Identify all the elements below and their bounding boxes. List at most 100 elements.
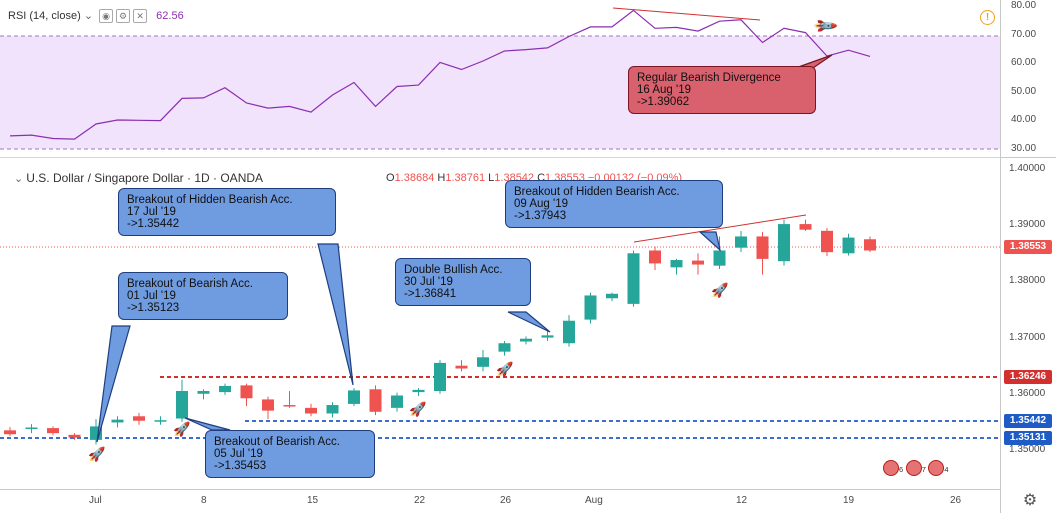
- symbol-title: U.S. Dollar / Singapore Dollar · 1D · OA…: [26, 171, 264, 185]
- rsi-tick: 70.00: [1011, 29, 1037, 40]
- candle-body: [434, 362, 446, 391]
- price-tick: 1.38000: [1009, 275, 1046, 286]
- rsi-label: RSI (14, close): [8, 10, 81, 22]
- chevron-down-icon[interactable]: ⌄: [83, 10, 94, 22]
- candle-body: [90, 426, 102, 440]
- date-label: 12: [736, 495, 748, 506]
- candle-body: [283, 405, 296, 407]
- collapse-icon[interactable]: ⌄: [14, 173, 24, 185]
- date-label: 26: [950, 495, 962, 506]
- candle-body: [455, 365, 468, 369]
- rsi-tick: 30.00: [1011, 143, 1037, 154]
- price-legend: ⌄ U.S. Dollar / Singapore Dollar · 1D · …: [14, 171, 263, 185]
- rocket-icon: 🚀: [88, 446, 106, 462]
- candle-body: [219, 385, 231, 393]
- rocket-icon: 🚀: [409, 401, 427, 417]
- price-tick: 1.35000: [1009, 444, 1046, 455]
- price-tick: 1.39000: [1009, 219, 1046, 230]
- candles-group: [4, 219, 876, 445]
- candle-body: [649, 250, 661, 264]
- ohlc-high: 1.38761: [445, 172, 486, 184]
- candle-body: [864, 239, 876, 251]
- candle-body: [412, 389, 425, 393]
- date-label: Aug: [585, 495, 603, 506]
- ohlc-open: 1.38684: [394, 172, 435, 184]
- candle-body: [133, 416, 145, 421]
- eye-icon[interactable]: ◉: [99, 9, 114, 24]
- badge-count: 6: [899, 465, 904, 474]
- rsi-legend: RSI (14, close) ⌄ ◉ ⚙ ✕ 62.56: [8, 9, 184, 24]
- price-tick: 1.37000: [1009, 332, 1046, 343]
- callout-bearish-05jul[interactable]: Breakout of Bearish Acc. 05 Jul '19 ->1.…: [205, 430, 375, 478]
- price-pane: ⌄ U.S. Dollar / Singapore Dollar · 1D · …: [0, 158, 1000, 489]
- date-label: 15: [307, 495, 319, 506]
- rsi-line: [9, 9, 871, 140]
- candle-body: [692, 260, 704, 265]
- rsi-tick: 50.00: [1011, 86, 1037, 97]
- candle-body: [369, 389, 382, 412]
- current-price-tag: 1.38553: [1004, 240, 1052, 254]
- candle-body: [111, 419, 124, 423]
- level-blue-tag-2: 1.35131: [1004, 431, 1052, 445]
- candle-body: [756, 236, 769, 259]
- candle-body: [240, 385, 253, 399]
- candle-body: [305, 407, 317, 414]
- rsi-pane: RSI (14, close) ⌄ ◉ ⚙ ✕ 62.56 ! 🚀: [0, 0, 1000, 157]
- candle-body: [326, 405, 339, 414]
- rsi-value: 62.56: [156, 10, 184, 22]
- pane-divider[interactable]: [0, 157, 1000, 158]
- price-tick: 1.40000: [1009, 163, 1046, 174]
- date-label: 8: [201, 495, 207, 506]
- candle-body: [563, 320, 575, 344]
- candle-body: [348, 390, 360, 404]
- date-label: Jul: [89, 495, 102, 506]
- date-label: 22: [414, 495, 426, 506]
- candle-body: [606, 293, 618, 299]
- candle-body: [821, 230, 833, 253]
- rocket-icon: 🚀: [496, 361, 514, 377]
- callout-regular-bearish-divergence[interactable]: Regular Bearish Divergence 16 Aug '19 ->…: [628, 66, 816, 114]
- rsi-divergence-line: [612, 7, 761, 21]
- candle-body: [391, 395, 403, 408]
- candle-body: [799, 224, 812, 230]
- rsi-tick: 60.00: [1011, 57, 1037, 68]
- candle-body: [154, 420, 167, 422]
- callout-hidden-bearish-17jul[interactable]: Breakout of Hidden Bearish Acc. 17 Jul '…: [118, 188, 336, 236]
- settings-icon[interactable]: ⚙: [1022, 492, 1038, 509]
- callout-hidden-bearish-09aug[interactable]: Breakout of Hidden Bearish Acc. 09 Aug '…: [505, 180, 723, 228]
- price-tick: 1.36000: [1009, 388, 1046, 399]
- trendline: [633, 214, 807, 243]
- rocket-icon: 🚀: [711, 282, 729, 298]
- rsi-tick: 80.00: [1011, 0, 1037, 11]
- event-badges[interactable]: 6 7 4: [883, 460, 949, 478]
- level-red-tag: 1.36246: [1004, 370, 1052, 384]
- candle-body: [584, 295, 597, 320]
- candle-body: [68, 434, 81, 438]
- rsi-tick: 40.00: [1011, 114, 1037, 125]
- callout-bearish-01jul[interactable]: Breakout of Bearish Acc. 01 Jul '19 ->1.…: [118, 272, 288, 320]
- price-chart: [0, 214, 1000, 445]
- candle-body: [197, 390, 210, 394]
- callout-double-bullish-30jul[interactable]: Double Bullish Acc. 30 Jul '19 ->1.36841: [395, 258, 531, 306]
- candle-body: [25, 427, 38, 430]
- rocket-icon: 🚀: [173, 421, 191, 437]
- candle-body: [520, 338, 532, 342]
- candle-body: [498, 343, 511, 352]
- candle-body: [541, 335, 554, 338]
- settings-icon[interactable]: ⚙: [116, 9, 131, 24]
- rsi-chart: [0, 7, 1000, 150]
- badge-count: 7: [921, 465, 926, 474]
- warning-icon[interactable]: !: [980, 10, 995, 25]
- candle-body: [713, 250, 726, 266]
- candle-body: [735, 236, 747, 248]
- badge-count: 4: [944, 465, 949, 474]
- time-axis[interactable]: Jul 8 15 22 26 Aug 12 19 26: [0, 489, 1000, 514]
- candle-body: [4, 430, 16, 435]
- candle-body: [47, 428, 59, 434]
- level-blue-tag-1: 1.35442: [1004, 414, 1052, 428]
- candle-body: [627, 253, 640, 304]
- close-icon[interactable]: ✕: [133, 9, 148, 24]
- candle-body: [670, 260, 683, 268]
- candle-body: [176, 390, 188, 419]
- candle-body: [778, 224, 790, 262]
